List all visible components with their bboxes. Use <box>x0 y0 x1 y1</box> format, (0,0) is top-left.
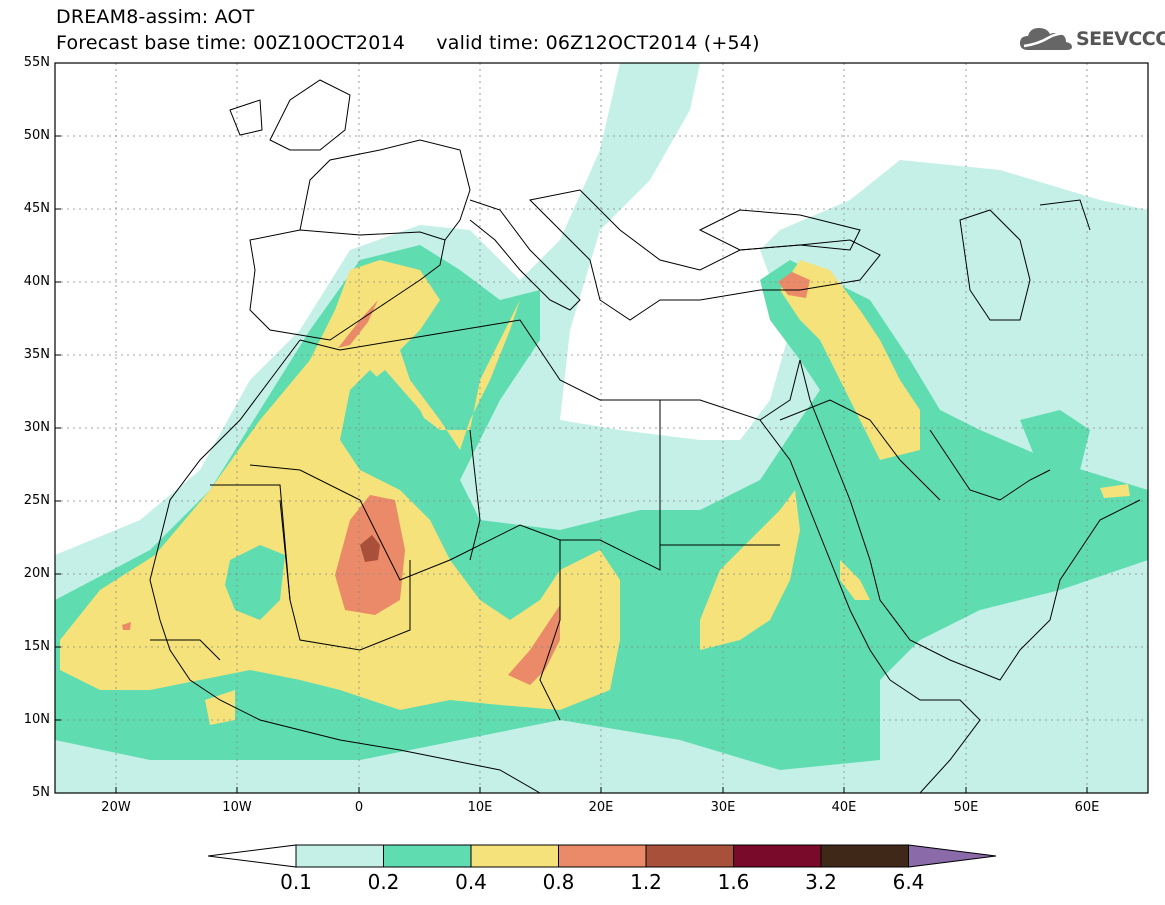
map-subtitle: Forecast base time: 00Z10OCT2014 valid t… <box>56 32 760 54</box>
lon-label: 20W <box>101 800 131 815</box>
lon-label: 20E <box>588 800 614 815</box>
aot-band-0.4 <box>60 260 1130 725</box>
lon-label: 10E <box>467 800 493 815</box>
lat-label: 10N <box>23 712 50 727</box>
graticule <box>55 63 1148 793</box>
lat-label: 45N <box>23 201 50 216</box>
axis-ticks <box>55 135 1088 793</box>
colorbar-swatch-3 <box>470 844 559 868</box>
lat-label: 50N <box>23 128 50 143</box>
lon-label: 30E <box>710 800 736 815</box>
lon-label: 0 <box>354 800 364 815</box>
lon-label: 50E <box>953 800 979 815</box>
colorbar-label: 1.2 <box>630 870 662 894</box>
aot-band-1.2 <box>360 535 380 562</box>
colorbar-swatch-6 <box>733 844 822 868</box>
lat-label: 35N <box>23 347 50 362</box>
colorbar-high-arrow <box>908 844 997 868</box>
lon-label: 10W <box>222 800 252 815</box>
lon-label: 40E <box>831 800 857 815</box>
lat-label: 15N <box>23 639 50 654</box>
map-title: DREAM8-assim: AOT <box>56 6 255 28</box>
colorbar-label: 3.2 <box>805 870 837 894</box>
logo-text: SEEVCCC <box>1076 28 1165 50</box>
lat-label: 55N <box>23 55 50 70</box>
colorbar-label: 0.8 <box>542 870 575 894</box>
aot-field <box>55 63 1148 793</box>
colorbar-swatch-4 <box>558 844 647 868</box>
colorbar <box>207 844 997 868</box>
colorbar-label: 0.4 <box>455 870 487 894</box>
colorbar-label: 1.6 <box>717 870 750 894</box>
lat-label: 25N <box>23 493 50 508</box>
lon-label: 60E <box>1074 800 1100 815</box>
cloud-icon <box>1020 28 1072 50</box>
colorbar-label: 6.4 <box>892 870 925 894</box>
colorbar-swatch-2 <box>383 844 472 868</box>
aot-band-0.2-inner <box>225 370 435 620</box>
lat-label: 40N <box>23 274 50 289</box>
lat-label: 20N <box>23 566 50 581</box>
colorbar-label: 0.1 <box>280 870 312 894</box>
coastlines <box>149 79 1141 793</box>
lat-label: 5N <box>32 785 50 800</box>
colorbar-low-arrow <box>207 844 297 868</box>
colorbar-swatch-1 <box>295 844 384 868</box>
lat-label: 30N <box>23 420 50 435</box>
colorbar-swatch-7 <box>820 844 909 868</box>
colorbar-label: 0.2 <box>367 870 400 894</box>
colorbar-swatch-5 <box>645 844 734 868</box>
seevccc-logo: SEEVCCC <box>1018 22 1165 58</box>
